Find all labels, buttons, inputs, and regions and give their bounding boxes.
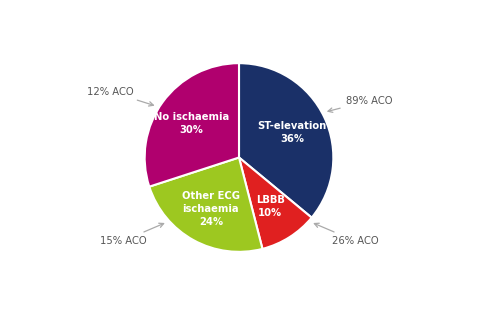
- Text: LBBB
10%: LBBB 10%: [256, 196, 285, 218]
- Text: ST-elevation
36%: ST-elevation 36%: [257, 121, 326, 144]
- Text: 26% ACO: 26% ACO: [315, 223, 378, 246]
- Text: Other ECG
ischaemia
24%: Other ECG ischaemia 24%: [182, 191, 240, 226]
- Text: 89% ACO: 89% ACO: [328, 96, 392, 112]
- Wedge shape: [149, 158, 262, 252]
- Text: No ischaemia
30%: No ischaemia 30%: [154, 112, 229, 135]
- Wedge shape: [239, 63, 333, 218]
- Text: 12% ACO: 12% ACO: [87, 87, 153, 106]
- Wedge shape: [145, 63, 239, 187]
- Wedge shape: [239, 158, 312, 249]
- Text: 15% ACO: 15% ACO: [100, 223, 163, 246]
